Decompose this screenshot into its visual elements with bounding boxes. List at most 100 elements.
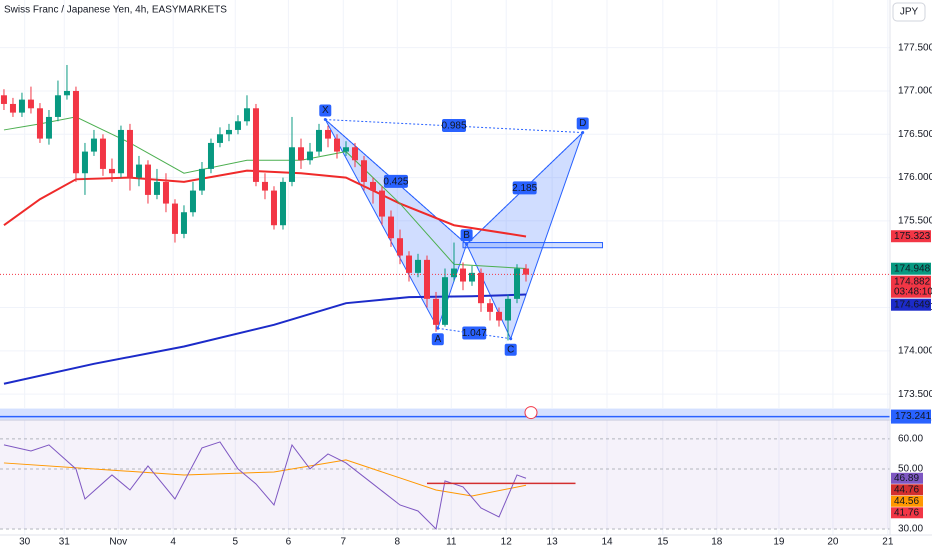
- x-tick-label: 6: [286, 537, 292, 548]
- candle-body: [72, 90, 79, 174]
- ratio-label-bg: [383, 174, 408, 188]
- candle-body: [279, 181, 286, 226]
- rsi-label: 44.56: [894, 496, 919, 507]
- candle-body: [451, 268, 458, 278]
- rsi-label: 44.76: [894, 484, 919, 495]
- rsi-label: 41.76: [894, 507, 919, 518]
- y-tick-label: 176.500: [898, 129, 932, 140]
- candle-body: [126, 129, 133, 178]
- candle-body: [478, 272, 485, 304]
- candle-body: [171, 203, 178, 234]
- price-label-bg: [891, 262, 931, 275]
- candle-body: [270, 190, 277, 226]
- candle-body: [135, 164, 142, 178]
- x-tick-label: 11: [446, 537, 457, 548]
- pattern-point-label: B: [463, 230, 470, 241]
- candle-body: [378, 190, 385, 217]
- candle-body: [432, 298, 439, 325]
- candle-body: [36, 108, 43, 139]
- x-tick-label: 4: [170, 537, 176, 548]
- candle-body: [144, 164, 151, 195]
- candle-body: [442, 277, 448, 325]
- candle-body: [198, 168, 205, 191]
- price-label: 175.323: [894, 231, 931, 242]
- rsi-label: 46.89: [894, 473, 919, 484]
- candle-body: [333, 138, 340, 152]
- pattern-point-label: C: [507, 344, 514, 355]
- ratio-label: 0.425: [383, 177, 408, 188]
- candle-body: [369, 181, 376, 191]
- candle-body: [18, 99, 25, 113]
- ratio-label: 1.047: [462, 328, 487, 339]
- candle-body: [324, 129, 331, 139]
- candle-body: [225, 129, 232, 135]
- x-tick-label: 20: [827, 537, 839, 548]
- hline-band: [0, 408, 890, 421]
- candle-body: [54, 95, 61, 117]
- hline-label-bg: [891, 409, 931, 424]
- y-tick-label: 176.000: [898, 172, 932, 183]
- candle-body: [405, 255, 412, 273]
- pattern-point-label: D: [579, 118, 586, 129]
- y-tick-label: 175.500: [898, 216, 932, 227]
- currency-label: JPY: [900, 7, 919, 18]
- candle-body: [153, 181, 160, 195]
- candle-body: [387, 216, 394, 239]
- candle-body: [514, 268, 521, 299]
- candle-body: [162, 181, 169, 204]
- moving-average: [3, 169, 527, 238]
- rsi-tick-label: 50.00: [898, 464, 923, 475]
- x-tick-label: 13: [547, 537, 559, 548]
- hline-label: 173.241: [895, 411, 932, 422]
- rsi-label-bg: [891, 472, 923, 484]
- rsi-label-bg: [891, 484, 923, 496]
- currency-button[interactable]: [892, 2, 926, 22]
- pattern-point-label-bg: [460, 229, 473, 242]
- price-label-bg: [891, 275, 931, 298]
- pattern-point: [581, 131, 585, 135]
- candle-body: [523, 268, 530, 275]
- pattern-point-label-bg: [319, 104, 332, 117]
- pattern-point-label-bg: [504, 343, 517, 356]
- x-tick-label: 15: [657, 537, 669, 548]
- x-tick-label: 19: [773, 537, 785, 548]
- candle-body: [63, 90, 70, 96]
- pattern-point-label: X: [322, 105, 329, 116]
- chart-title: Swiss Franc / Japanese Yen, 4h, EASYMARK…: [4, 5, 227, 16]
- pattern-point-label: A: [434, 334, 441, 345]
- candle-body: [117, 129, 124, 174]
- y-tick-label: 174.000: [898, 345, 932, 356]
- moving-average: [3, 116, 527, 270]
- candle-body: [9, 103, 16, 113]
- rsi-tick-label: 60.00: [898, 434, 923, 445]
- x-tick-label: 7: [341, 537, 347, 548]
- x-tick-label: 8: [395, 537, 401, 548]
- candle-body: [234, 121, 241, 130]
- price-countdown: 03:48:10: [894, 286, 932, 297]
- candle-body: [90, 138, 97, 152]
- pattern-point: [323, 118, 327, 122]
- candle-body: [505, 298, 512, 321]
- x-tick-label: Nov: [109, 537, 127, 548]
- rsi-label-bg: [891, 507, 923, 519]
- ratio-label-bg: [462, 326, 487, 340]
- price-label: 174.948: [894, 263, 931, 274]
- rsi-tick-label: 30.00: [898, 524, 923, 535]
- price-label: 174.882: [894, 276, 931, 287]
- candle-body: [460, 268, 467, 282]
- pattern-point: [465, 242, 469, 246]
- candle-body: [342, 147, 349, 152]
- candle-body: [99, 138, 106, 169]
- candle-body: [423, 259, 430, 299]
- candle-body: [180, 212, 187, 234]
- candle-body: [189, 190, 196, 213]
- candle-body: [315, 129, 322, 152]
- rsi-label-bg: [891, 495, 923, 507]
- candle-body: [496, 311, 503, 321]
- x-tick-label: 21: [882, 537, 894, 548]
- x-tick-label: 5: [232, 537, 238, 548]
- candle-body: [216, 134, 223, 143]
- ratio-label-bg: [442, 119, 467, 133]
- x-tick-label: 30: [19, 537, 31, 548]
